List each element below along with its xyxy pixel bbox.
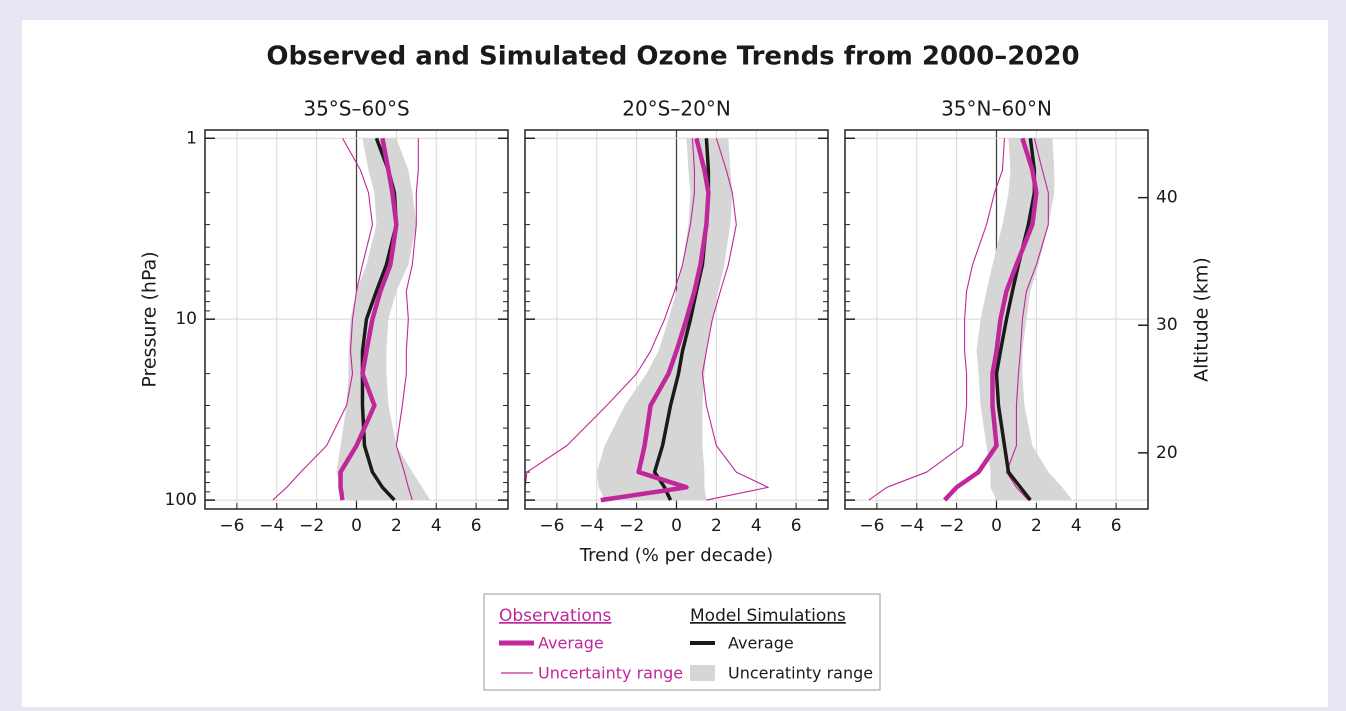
y2-tick-label: 20 (1156, 443, 1178, 463)
model-average (994, 138, 1037, 502)
panel: 35°S–60°S −6 −4 −2 0 2 4 6 1 10 100 Pressure (hPa) (139, 97, 509, 536)
x-tick-label: 0 (351, 516, 362, 536)
x-tick-label: 0 (671, 516, 682, 536)
plot-frame (844, 129, 1149, 510)
data (272, 137, 431, 502)
x-tick-label: −2 (299, 516, 324, 536)
obs-range-high (701, 138, 769, 501)
model-range (336, 138, 431, 501)
x-tick-label: 4 (431, 516, 442, 536)
plot-frame (204, 129, 509, 510)
obs-average (943, 137, 1039, 502)
y2-tick-label: 40 (1156, 188, 1178, 208)
obs-average (600, 137, 711, 503)
y-tick-label: 100 (165, 490, 197, 510)
x-tick-label: −4 (579, 516, 604, 536)
legend-label: Uncertainty range (538, 664, 683, 683)
panel: 20°S–20°N −6 −4 −2 0 2 4 6 Trend (% per decade) (524, 97, 829, 566)
panel: 35°N–60°N −6 −4 −2 0 2 4 6 20 30 40 Altitude (km) (844, 97, 1213, 536)
x-tick-label: 2 (391, 516, 402, 536)
chart-title: Observed and Simulated Ozone Trends from… (266, 42, 1079, 72)
panel-title: 35°N–60°N (941, 97, 1052, 121)
y-axis-label: Pressure (hPa) (139, 251, 161, 387)
x-tick-label: 4 (1071, 516, 1082, 536)
x-axis-label: Trend (% per decade) (579, 545, 773, 566)
legend-label: Average (728, 634, 794, 653)
x-tick-label: 2 (711, 516, 722, 536)
y-tick-label: 1 (186, 128, 197, 148)
legend-title: Observations (499, 606, 612, 626)
y-tick-label: 10 (175, 309, 197, 329)
x-tick-label: 6 (471, 516, 482, 536)
obs-average (338, 137, 399, 501)
legend-swatch (690, 665, 715, 681)
plot-frame (524, 129, 829, 510)
x-tick-label: −6 (219, 516, 244, 536)
x-tick-label: 6 (791, 516, 802, 536)
x-tick-label: −4 (899, 516, 924, 536)
legend-box (483, 593, 881, 691)
x-tick-label: −4 (259, 516, 284, 536)
legend-label: Average (538, 634, 604, 653)
y2-axis-label: Altitude (km) (1191, 257, 1213, 382)
x-tick-label: 4 (751, 516, 762, 536)
x-tick-label: 0 (991, 516, 1002, 536)
x-tick-label: 6 (1111, 516, 1122, 536)
x-tick-label: −6 (539, 516, 564, 536)
y2-tick-label: 30 (1156, 315, 1178, 335)
model-range (596, 138, 733, 501)
obs-range-low (868, 138, 1006, 501)
x-tick-label: −2 (939, 516, 964, 536)
panel-title: 35°S–60°S (303, 97, 409, 121)
obs-range-low (272, 138, 373, 501)
legend: Observations Average Uncertainty range M… (483, 593, 881, 691)
x-tick-label: −6 (859, 516, 884, 536)
legend-title: Model Simulations (690, 606, 846, 626)
obs-range-high (395, 138, 419, 501)
x-tick-label: 2 (1031, 516, 1042, 536)
data (525, 137, 769, 503)
legend-label: Unceratinty range (728, 664, 873, 683)
obs-range-low (525, 138, 695, 501)
x-tick-label: −2 (619, 516, 644, 536)
panel-title: 20°S–20°N (622, 97, 731, 121)
data (868, 137, 1073, 502)
